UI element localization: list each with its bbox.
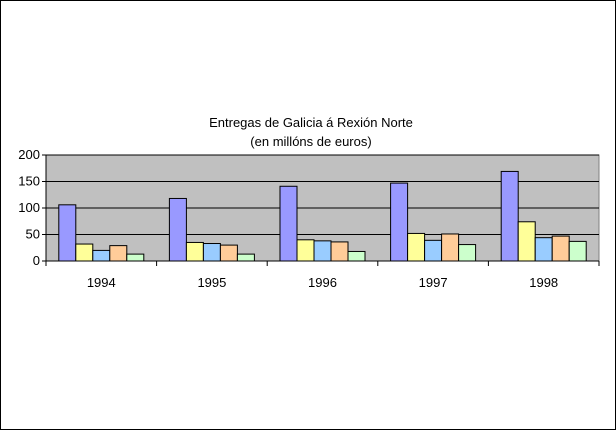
bar [551,235,570,262]
y-tick-label: 0 [33,253,40,268]
bar [441,233,460,262]
bar [202,243,221,262]
bar [126,253,145,262]
bar [347,250,366,262]
bar [185,241,204,262]
bar [219,244,238,262]
y-tick-label: 150 [18,174,40,189]
x-tick-label: 1997 [419,275,448,290]
chart-title: Entregas de Galicia á Rexión Norte [209,115,413,130]
bar [58,204,77,262]
bar [458,244,477,262]
bar [568,240,587,262]
bar [534,237,553,262]
bar [92,249,111,262]
bar [424,239,443,262]
y-tick-label: 100 [18,200,40,215]
x-tick-label: 1998 [529,275,558,290]
bar [75,243,94,262]
bar [296,239,315,262]
bar [517,221,536,262]
y-tick-label: 50 [26,227,40,242]
bar [236,253,255,262]
bar [407,232,426,262]
x-tick-label: 1996 [308,275,337,290]
bar [168,197,187,262]
bar [313,240,332,262]
x-tick-label: 1994 [87,275,116,290]
x-tick-label: 1995 [197,275,226,290]
y-tick-label: 200 [18,147,40,162]
bar [330,241,349,262]
chart-subtitle: (en millóns de euros) [250,134,371,149]
plot-area: 0 50 100 150 200 1994 1995 1996 1997 1998 [18,147,600,290]
bar [279,185,298,262]
bar [109,245,128,262]
bar [500,170,519,262]
bar [390,182,409,262]
